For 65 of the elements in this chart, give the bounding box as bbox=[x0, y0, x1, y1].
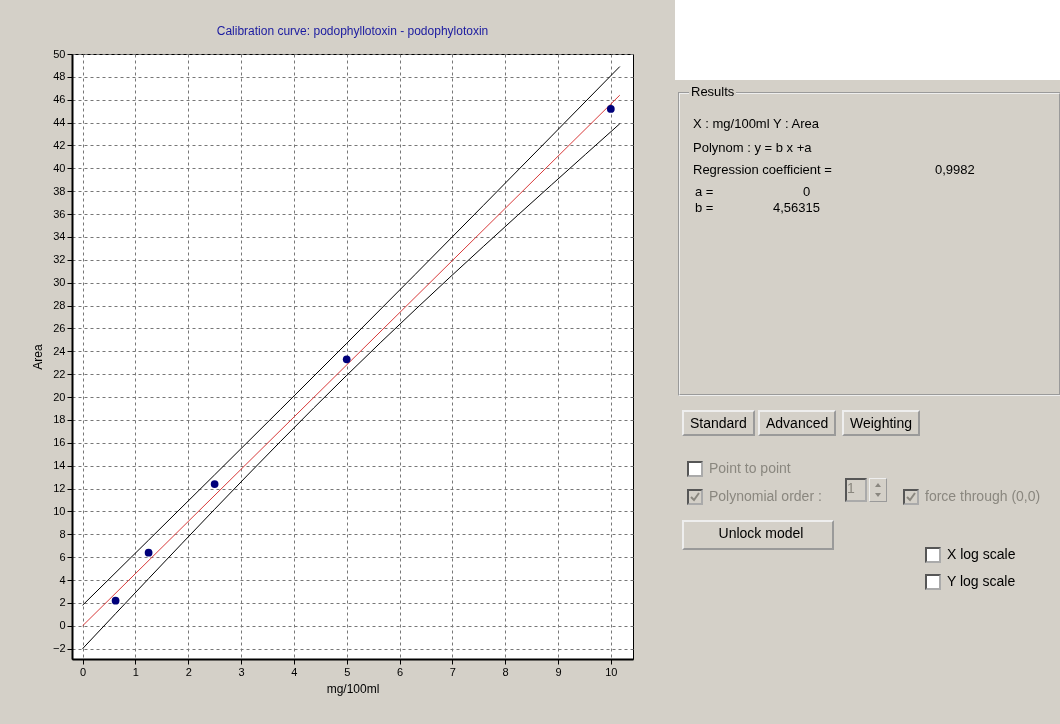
y-tick-label: 50 bbox=[53, 47, 66, 60]
text: Polynomial order : bbox=[709, 488, 822, 504]
y-tick-label: 30 bbox=[53, 276, 66, 289]
text: Advanced bbox=[758, 410, 837, 436]
y-tick-label: 14 bbox=[53, 459, 66, 472]
y-tick-label: 44 bbox=[53, 116, 66, 129]
x-tick-label: 1 bbox=[132, 665, 139, 678]
chart-title: Calibration curve: podophyllotoxin - podophylotoxin bbox=[216, 24, 489, 38]
text: Point to point bbox=[709, 460, 791, 476]
y-tick-label: 42 bbox=[53, 138, 66, 151]
y-tick-label: 16 bbox=[53, 436, 66, 449]
text: Unlock model bbox=[682, 520, 834, 550]
y-tick-label: 22 bbox=[53, 367, 66, 380]
text: X log scale bbox=[947, 546, 1016, 562]
text: 4,56315 bbox=[773, 200, 820, 215]
x-tick-label: 0 bbox=[80, 665, 87, 678]
y-tick-label: 26 bbox=[53, 321, 66, 334]
text: 0,9982 bbox=[935, 162, 975, 177]
y-tick-label: 34 bbox=[53, 230, 66, 243]
y-tick-label: 4 bbox=[59, 573, 66, 586]
text: 0 bbox=[803, 184, 811, 199]
text: Polynom : y = b x +a bbox=[693, 140, 812, 155]
y-tick-label: −2 bbox=[52, 642, 66, 655]
text: a = bbox=[695, 184, 714, 199]
x-tick-label: 4 bbox=[291, 665, 298, 678]
x-tick-label: 2 bbox=[185, 665, 192, 678]
y-tick-label: 10 bbox=[53, 504, 66, 517]
text: force through (0,0) bbox=[925, 488, 1041, 504]
number-field: 1 bbox=[845, 478, 867, 502]
y-tick-label: 18 bbox=[53, 413, 66, 426]
text: Y log scale bbox=[947, 573, 1016, 589]
point bbox=[111, 596, 120, 605]
text: X : mg/100ml Y : Area bbox=[693, 116, 819, 131]
text: Standard bbox=[682, 410, 755, 436]
x-tick-label: 10 bbox=[605, 665, 618, 678]
text: Regression coefficient = bbox=[693, 162, 832, 177]
x-tick-label: 7 bbox=[449, 665, 456, 678]
y-tick-label: 32 bbox=[53, 253, 66, 266]
y-tick-label: 20 bbox=[53, 390, 66, 403]
text: Results bbox=[689, 84, 737, 99]
y-tick-label: 8 bbox=[59, 527, 66, 540]
x-tick-label: 6 bbox=[396, 665, 404, 678]
y-tick-label: 0 bbox=[59, 619, 66, 632]
y-tick-label: 48 bbox=[53, 70, 66, 83]
y-axis-title: Area bbox=[30, 344, 45, 370]
y-tick-label: 46 bbox=[53, 93, 66, 106]
x-tick-label: 9 bbox=[555, 665, 562, 678]
y-tick-label: 28 bbox=[53, 299, 66, 312]
text: Weighting bbox=[842, 410, 921, 436]
y-tick-label: 2 bbox=[59, 596, 66, 609]
y-tick-label: 38 bbox=[53, 184, 66, 197]
y-tick-label: 12 bbox=[53, 482, 66, 495]
x-tick-label: 5 bbox=[344, 665, 351, 678]
point bbox=[342, 355, 351, 364]
point bbox=[606, 105, 615, 113]
y-tick-label: 40 bbox=[53, 161, 66, 174]
x-tick-label: 3 bbox=[238, 665, 245, 678]
y-tick-label: 24 bbox=[53, 344, 66, 357]
x-axis-title: mg/100ml bbox=[326, 681, 380, 696]
point bbox=[210, 480, 219, 488]
point bbox=[144, 548, 153, 557]
x-tick-label: 8 bbox=[502, 665, 509, 678]
text: b = bbox=[695, 200, 714, 215]
y-tick-label: 6 bbox=[59, 550, 66, 563]
y-tick-label: 36 bbox=[53, 207, 66, 220]
